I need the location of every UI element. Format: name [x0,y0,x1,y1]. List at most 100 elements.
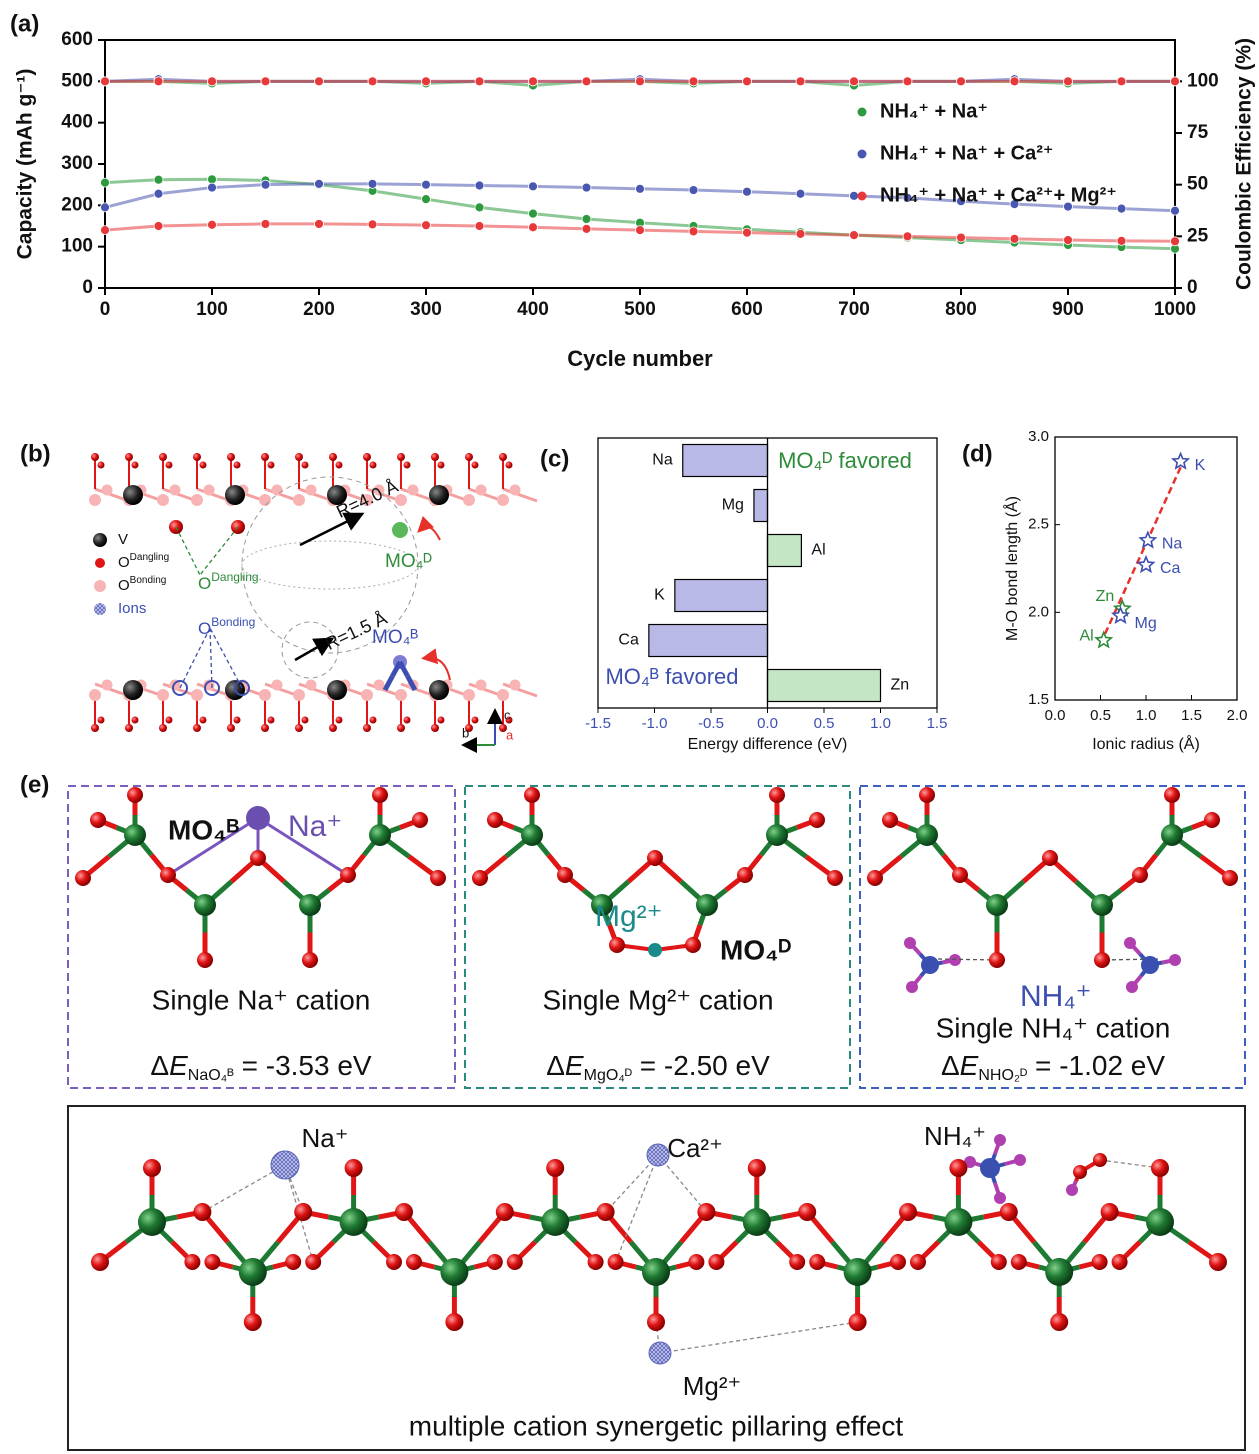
y-tick-label: 400 [61,112,93,133]
annotation: MO₄ᴮ favored [605,664,738,689]
site-label: MO₄ᴰ [720,934,791,965]
x-tick-label: 400 [517,299,549,320]
energy-part: = -3.53 eV [234,1050,372,1081]
atom [271,484,283,496]
atom [293,689,305,701]
data-point [795,228,806,239]
category-label: Ca [618,632,639,649]
atom [305,484,317,496]
data-point [100,76,110,87]
x-tick-label: 0 [100,299,111,320]
atom [285,1254,302,1270]
data-point [153,76,164,87]
atom [1014,1154,1026,1166]
data-point [902,231,913,242]
atom [591,894,613,916]
data-point [1116,203,1127,214]
x-axis-title: Energy difference (eV) [688,736,848,753]
label: O [198,619,211,638]
atom [369,461,377,469]
atom [395,494,407,506]
data-point [314,178,324,189]
y2-tick-label: 25 [1187,225,1209,246]
ion-label: Mg²⁺ [595,900,663,933]
box [67,785,456,1089]
data-point [1138,530,1158,549]
x-axis-title: Ionic radius (Å) [1092,734,1200,753]
contact [202,1164,286,1213]
atom [373,484,385,496]
data-point [153,174,164,185]
atom [131,716,139,724]
x-tick-label: 1.0 [1136,707,1157,724]
data-point [474,202,485,213]
atom [867,870,883,886]
atom [295,724,303,732]
data-point [367,76,378,87]
atom [463,494,475,506]
arrow [294,637,335,662]
atom [233,461,241,469]
data-point [1170,451,1191,470]
data-point [1063,76,1073,87]
legend-text: OBonding [118,575,166,594]
atom [944,1208,973,1236]
atom [916,824,938,846]
axis-label: c [504,707,511,722]
atom [809,812,825,828]
atom [647,850,663,866]
atom [431,724,439,732]
atom [301,716,309,724]
contact [614,1154,659,1263]
x-tick-label: 600 [731,299,763,320]
atom [505,716,513,724]
atom [369,716,377,724]
atom [1045,1258,1074,1286]
atom [204,1254,221,1270]
data-point [1116,76,1127,87]
atom [143,1159,161,1177]
ion-label: Na⁺ [288,810,342,843]
atom [305,679,317,691]
atom [91,453,99,461]
contact [1099,1159,1161,1169]
atom [541,1208,570,1236]
atom [363,453,371,461]
data-point [153,221,164,231]
atom [440,1258,469,1286]
legend-marker [857,107,867,117]
contact [937,958,998,961]
atom [609,937,625,953]
atom [159,724,167,732]
data-point [260,76,271,87]
atom [344,1159,363,1177]
arrow [417,515,441,541]
atom [193,453,201,461]
legend-marker [857,149,867,159]
data-point [100,202,110,213]
legend-text: ODangling [118,552,169,571]
atom [980,1158,1000,1178]
atom [127,787,143,803]
atom [89,689,101,701]
data-point [367,219,378,230]
point-label: Na [1162,536,1183,553]
y-tick-label: 0 [82,277,93,298]
ion-label: Na⁺ [302,1123,349,1153]
atom [160,867,176,883]
data-point [635,225,645,236]
energy: ΔENaO₄ᴮ = -3.53 eV [150,1050,372,1084]
atom [990,1254,1007,1270]
atom [1073,1165,1087,1179]
data-point [902,192,913,203]
y2-tick-label: 50 [1187,174,1208,195]
atom [293,494,305,506]
data-point [1009,199,1020,209]
atom [499,724,507,732]
atom [199,716,207,724]
bond [405,674,418,692]
energy-sub: NHO₂ᴰ [978,1067,1027,1084]
atom [486,1254,503,1270]
bond [382,674,395,692]
